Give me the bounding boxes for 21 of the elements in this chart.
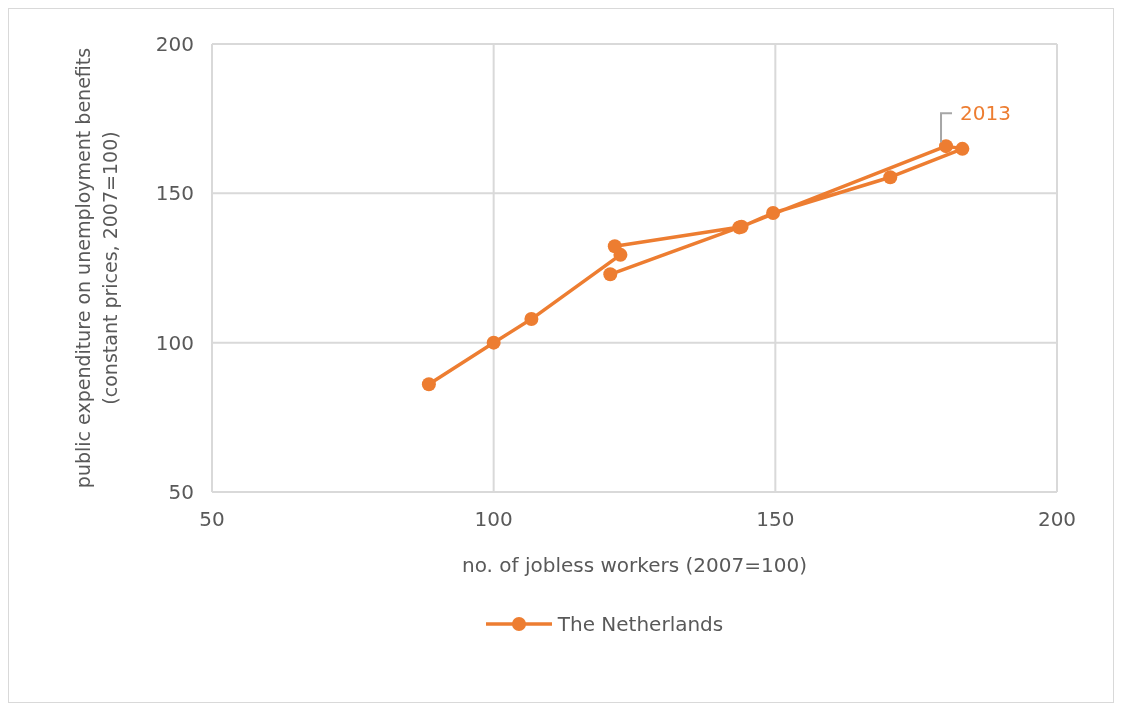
point [883,170,898,185]
x-tick-label: 100 [474,507,513,532]
point [766,206,781,221]
legend-label: The Netherlands [557,612,724,636]
y-tick-label: 200 [155,32,194,57]
point [955,141,970,156]
annotation: 2013 [960,101,1011,126]
point [607,239,622,254]
point [524,312,539,327]
point [939,139,954,154]
x-axis-title: no. of jobless workers (2007=100) [462,553,807,577]
x-tick-label: 50 [199,507,225,532]
x-tick-label: 200 [1037,507,1077,532]
point [486,335,501,350]
y-tick-label: 100 [155,330,194,355]
y-axis-title: public expenditure on unemployment benefits (constant prices, 2007=100) [72,47,121,489]
point [421,377,436,392]
y-tick-label: 150 [155,181,194,206]
y-tick-label: 50 [168,480,194,505]
x-tick-label: 150 [756,507,795,532]
point [603,267,618,282]
